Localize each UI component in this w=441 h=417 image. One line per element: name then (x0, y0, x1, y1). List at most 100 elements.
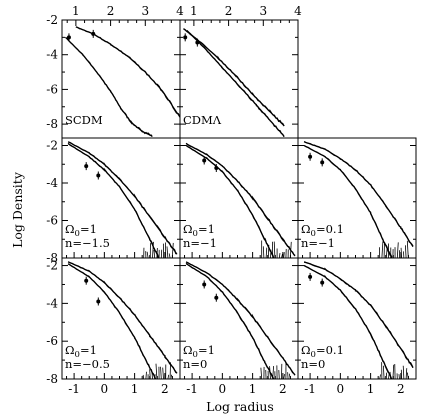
series-noisy-line (185, 144, 275, 258)
y-tick-label: -2 (46, 139, 58, 153)
x-tick-label: 0 (337, 382, 345, 396)
spike-mark (389, 371, 392, 379)
curves (303, 261, 414, 379)
spike-mark (152, 241, 154, 258)
spike-mark (153, 249, 156, 258)
spike-mark (260, 367, 263, 379)
curves (303, 141, 414, 258)
data-point (84, 164, 89, 169)
x-tick-label: 1 (249, 382, 257, 396)
panel-label-n: n=−1.5 (65, 236, 110, 250)
panel-label: CDMΛ (183, 113, 222, 127)
x-axis-title: Log radius (206, 399, 274, 414)
spike-mark (278, 252, 281, 258)
spike-mark (171, 242, 174, 258)
panel-label: SCDM (65, 113, 103, 127)
spike-mark (400, 247, 403, 258)
y-tick-label: -4 (46, 176, 58, 190)
panel-label-n: n=0 (183, 357, 207, 371)
spike-mark (283, 252, 285, 258)
spike-mark (267, 244, 270, 258)
panel-frame (297, 257, 417, 380)
spike-mark (283, 374, 285, 379)
spike-mark (168, 253, 171, 258)
spike-mark (262, 246, 265, 258)
curves (67, 261, 178, 379)
panel-7: -1 0 1 2 Ω0=1n=0 (179, 257, 299, 396)
data-point (183, 35, 188, 40)
x-tick-label: 2 (107, 4, 115, 18)
data-point (214, 166, 219, 170)
x-tick-label: 0 (101, 382, 109, 396)
x-tick-label: 0 (219, 382, 227, 396)
panel-label-omega: Ω0=0.1 (301, 343, 344, 360)
spike-mark (406, 372, 409, 379)
panel-label-n: n=−0.5 (65, 357, 110, 371)
y-tick-label: -2 (46, 13, 58, 27)
data-point (96, 173, 101, 178)
data-point (96, 299, 101, 304)
x-tick-label: -1 (304, 382, 316, 396)
x-tick-label: 1 (72, 4, 80, 18)
series-noisy-line (67, 141, 178, 255)
curves (185, 261, 296, 379)
series-noisy-line (185, 261, 296, 376)
spike-mark (402, 365, 405, 379)
spike-mark (381, 241, 384, 258)
x-tick-label: -1 (68, 382, 80, 396)
spike-mark (382, 365, 385, 379)
spike-mark (154, 374, 156, 379)
y-tick-label: -6 (46, 214, 58, 228)
spike-mark (155, 363, 158, 379)
spike-mark (166, 246, 169, 258)
spike-mark (385, 246, 388, 258)
spike-mark (272, 366, 275, 379)
x-tick-label: 2 (279, 382, 287, 396)
x-tick-label: 2 (397, 382, 405, 396)
data-point (308, 154, 313, 159)
spike-mark (273, 241, 276, 258)
panel-2: 1 2 3 4 CDMΛ (179, 4, 302, 139)
data-point (84, 278, 89, 283)
spike-mark (405, 368, 408, 379)
y-tick-label: -2 (46, 259, 58, 273)
curves (183, 28, 285, 138)
series-noisy-line (185, 262, 275, 379)
y-tick-label: -6 (46, 82, 58, 96)
x-tick-label: 1 (367, 382, 375, 396)
data-point (308, 274, 313, 279)
spike-mark (288, 373, 291, 379)
spike-mark (388, 373, 390, 379)
series-noisy-line (67, 142, 160, 258)
data-point (195, 40, 200, 45)
data-point (320, 160, 325, 165)
panel-5: Ω0=0.1n=−1 (297, 137, 417, 259)
spike-mark (406, 240, 409, 258)
data-point (66, 35, 71, 40)
curves (185, 142, 296, 258)
x-tick-label: 2 (225, 4, 233, 18)
series-noisy-line (303, 264, 393, 379)
x-tick-label: 3 (141, 4, 149, 18)
spike-mark (167, 374, 170, 379)
panel-label-omega: Ω0=1 (183, 343, 215, 360)
data-point (202, 158, 207, 163)
data-point (214, 295, 219, 300)
series-noisy-line (185, 142, 296, 256)
curves (67, 141, 178, 258)
series-noisy-line (67, 261, 178, 374)
x-tick-label: 1 (131, 382, 139, 396)
x-tick-label: 4 (176, 4, 184, 18)
series-noisy-line (65, 36, 153, 138)
series-noisy-line (303, 261, 414, 368)
y-axis-title: Log Density (10, 171, 25, 248)
x-tick-label: 1 (190, 4, 198, 18)
spike-mark (289, 241, 292, 258)
spike-mark (269, 366, 271, 379)
series-noisy-line (67, 263, 156, 379)
series-noisy-line (75, 26, 180, 118)
spike-mark (392, 364, 395, 379)
series-noisy-line (186, 30, 285, 138)
x-tick-label: 3 (259, 4, 267, 18)
